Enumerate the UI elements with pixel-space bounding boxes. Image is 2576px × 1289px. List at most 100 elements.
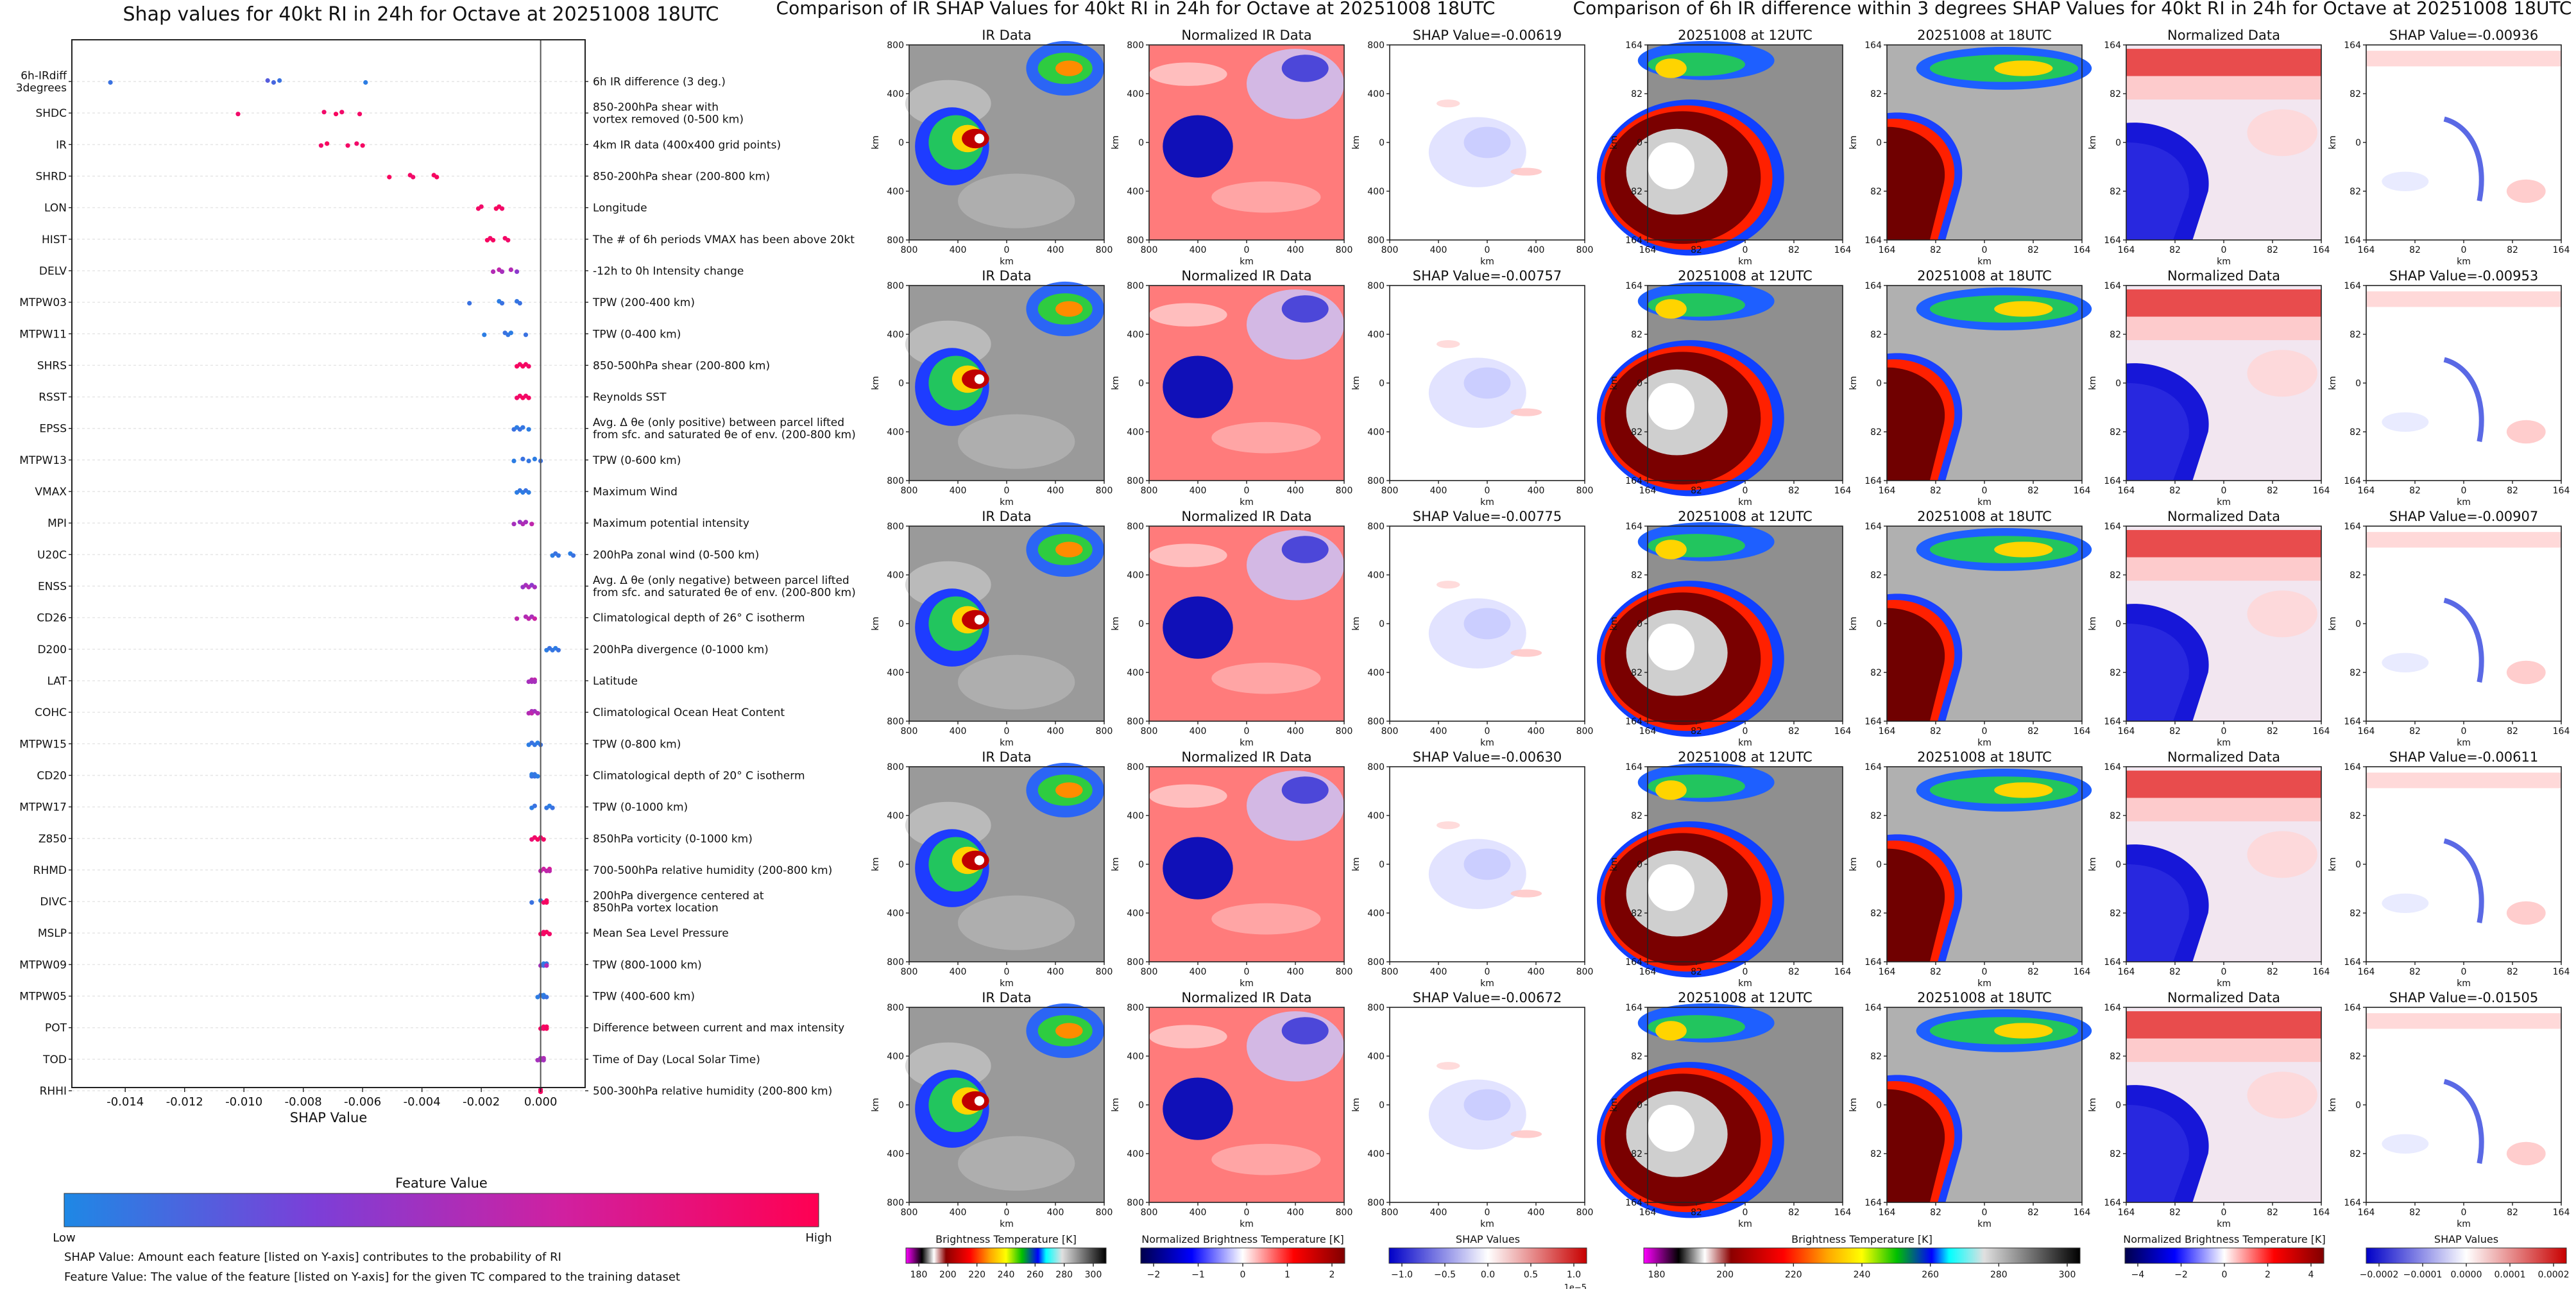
colorbar-tick-label: −0.0002 xyxy=(2360,1270,2399,1280)
y-tick-label: 0 xyxy=(2115,860,2121,870)
irdiff-panel-title: 20251008 at 12UTC xyxy=(1678,509,1813,524)
y-tick-label: 0 xyxy=(2355,138,2361,148)
x-tick-label: 800 xyxy=(1141,486,1158,496)
x-tick-label: 164 xyxy=(2074,245,2091,255)
x-tick-label: 82 xyxy=(2267,245,2278,255)
y-tick-label: 82 xyxy=(1870,811,1882,821)
ir-panel-title: Normalized IR Data xyxy=(1181,990,1311,1005)
feature-label: D200 xyxy=(37,644,67,656)
y-tick-label: 400 xyxy=(1127,330,1144,340)
normdiff-warm-patch xyxy=(2247,831,2317,878)
ir-cloud-band xyxy=(958,173,1075,228)
y-axis-label: km xyxy=(1609,857,1619,871)
x-tick-label: 164 xyxy=(2358,967,2375,977)
x-tick-label: 800 xyxy=(901,967,918,977)
ir-panel-title: SHAP Value=-0.00757 xyxy=(1413,268,1562,284)
normdiff-warm-band xyxy=(2126,49,2321,76)
y-axis-label: km xyxy=(2328,617,2338,631)
y-tick-label: 400 xyxy=(1367,187,1385,197)
feature-description: Reynolds SST xyxy=(593,391,667,404)
shap-point xyxy=(526,427,531,432)
x-axis-label: km xyxy=(1240,257,1254,267)
x-tick-label: 82 xyxy=(1930,245,1941,255)
feature-label: MTPW13 xyxy=(19,454,67,467)
y-tick-label: 800 xyxy=(1367,762,1385,773)
x-tick-label: 82 xyxy=(1691,245,1702,255)
feature-label: MTPW09 xyxy=(19,959,67,971)
shap-positive-area xyxy=(1436,340,1460,348)
x-tick-label: 164 xyxy=(2553,245,2570,255)
colorbar-tick-label: 200 xyxy=(1716,1270,1734,1280)
x-tick-label: 0 xyxy=(1244,1208,1250,1218)
ir-brightness-colorbar-title: Brightness Temperature [K] xyxy=(935,1233,1077,1245)
x-tick-label: 400 xyxy=(1528,486,1545,496)
x-tick-label: 0 xyxy=(1743,967,1748,977)
x-tick-label: 82 xyxy=(2169,726,2181,737)
shap-point xyxy=(541,837,546,842)
norm-band xyxy=(1211,422,1321,454)
norm-band xyxy=(1211,181,1321,213)
y-tick-label: 0 xyxy=(1876,860,1882,870)
shap-point xyxy=(515,269,520,274)
shap-point xyxy=(321,110,327,115)
shapdiff-field xyxy=(2366,767,2561,962)
y-tick-label: 82 xyxy=(2350,811,2361,821)
y-tick-label: 0 xyxy=(1138,1100,1144,1111)
x-tick-label: 82 xyxy=(2267,1208,2278,1218)
y-tick-label: 800 xyxy=(1367,957,1385,968)
y-tick-label: 82 xyxy=(2350,187,2361,197)
colorbar-tick-label: 0.0002 xyxy=(2538,1270,2570,1280)
y-axis-label: km xyxy=(2088,617,2098,631)
y-tick-label: 800 xyxy=(1127,522,1144,532)
x-tick-label: 82 xyxy=(1691,726,1702,737)
x-tick-label: 164 xyxy=(2118,486,2135,496)
y-axis-label: km xyxy=(1848,1098,1859,1112)
x-tick-label: 800 xyxy=(1381,245,1399,255)
footnote-shap: SHAP Value: Amount each feature [listed … xyxy=(64,1251,561,1264)
normdiff-warm-fringe xyxy=(2126,316,2321,341)
y-tick-label: 82 xyxy=(2350,330,2361,340)
x-tick-label: 82 xyxy=(2027,486,2039,496)
shap-point xyxy=(277,78,282,83)
irdiff-shap-colorbar xyxy=(2366,1247,2567,1264)
x-tick-label: 82 xyxy=(1691,486,1702,496)
x-tick-label: 164 xyxy=(1639,1208,1657,1218)
x-tick-label: 800 xyxy=(1096,245,1113,255)
x-tick-label: 800 xyxy=(1141,967,1158,977)
x-tick-label: 0 xyxy=(1485,1208,1490,1218)
y-tick-label: 400 xyxy=(1127,570,1144,581)
feature-label: MSLP xyxy=(38,927,67,940)
cold-band-peak xyxy=(1994,782,2053,798)
y-tick-label: 0 xyxy=(898,619,904,629)
x-tick-label: 400 xyxy=(950,1208,967,1218)
colorbar-tick-label: 1 xyxy=(1284,1270,1290,1280)
x-tick-label: 0 xyxy=(1982,967,1988,977)
x-tick-label: 82 xyxy=(2507,967,2518,977)
feature-label: DIVC xyxy=(40,896,67,909)
x-tick-label: 82 xyxy=(1930,1208,1941,1218)
feature-description: Mean Sea Level Pressure xyxy=(593,927,729,940)
x-tick-label: 800 xyxy=(1576,486,1594,496)
feature-description: Time of Day (Local Solar Time) xyxy=(592,1054,760,1066)
feature-description: Longitude xyxy=(593,202,647,215)
feature-description: 500-300hPa relative humidity (200-800 km… xyxy=(593,1085,832,1098)
y-tick-label: 400 xyxy=(887,1149,904,1159)
y-tick-label: 800 xyxy=(1127,281,1144,291)
storm-eye xyxy=(974,1096,985,1106)
y-tick-label: 82 xyxy=(1631,570,1642,581)
feature-label: MTPW11 xyxy=(19,328,67,341)
y-axis-label: km xyxy=(1111,617,1121,631)
shapdiff-positive-patch xyxy=(2506,179,2546,203)
shap-point xyxy=(354,141,359,146)
feature-label: LAT xyxy=(47,675,67,688)
x-tick-label: 0 xyxy=(1244,967,1250,977)
ir-shap-colorbar-title: SHAP Values xyxy=(1456,1233,1520,1245)
y-tick-label: 800 xyxy=(1367,235,1385,246)
y-tick-label: 164 xyxy=(1864,1198,1882,1208)
y-tick-label: 164 xyxy=(2104,762,2121,773)
normdiff-warm-band xyxy=(2126,289,2321,317)
x-tick-label: 0 xyxy=(1004,967,1010,977)
feature-description: -12h to 0h Intensity change xyxy=(593,265,744,278)
shap-point xyxy=(479,204,484,209)
feature-description: TPW (400-600 km) xyxy=(592,991,695,1003)
